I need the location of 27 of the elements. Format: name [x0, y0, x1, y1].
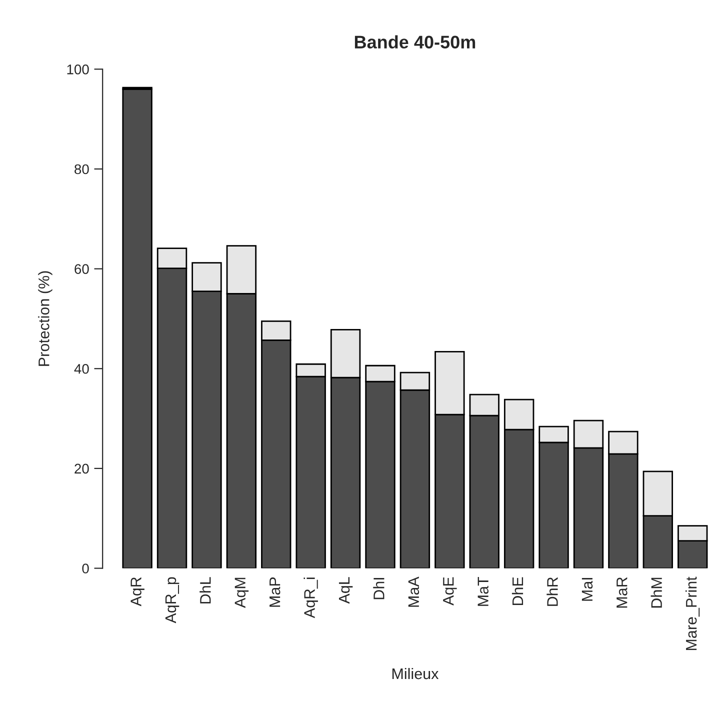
- x-tick-label: MaA: [408, 576, 420, 607]
- x-tick-label: DhE: [512, 577, 524, 606]
- y-tick-label: 100: [67, 64, 89, 74]
- x-tick-label: MaT: [478, 576, 488, 606]
- y-axis-title: Protection (%): [38, 271, 52, 366]
- x-tick-label: DhL: [200, 577, 211, 604]
- y-tick-label: 80: [74, 164, 89, 174]
- bar: [122, 88, 152, 568]
- x-tick-label: AqM: [234, 578, 249, 608]
- x-tick-label: MaP: [270, 577, 280, 607]
- x-tick-label: DhI: [373, 578, 384, 600]
- chart-title: Bande 40-50m: [354, 35, 476, 49]
- y-tick-label: 60: [74, 264, 89, 274]
- y-tick-label: 20: [74, 464, 89, 474]
- x-tick-label: AqR_i: [304, 578, 318, 618]
- x-tick-label: DhM: [650, 578, 662, 608]
- x-tick-label: AqE: [443, 577, 457, 606]
- y-tick-label: 0: [82, 564, 89, 574]
- x-tick-label: Mare_Print: [685, 576, 700, 650]
- x-tick-label: AqR: [130, 577, 144, 606]
- x-tick-label: MaI: [582, 578, 593, 601]
- x-tick-label: AqR_p: [165, 577, 180, 624]
- y-tick-label: 40: [74, 364, 89, 374]
- x-axis-title: Milieux: [392, 668, 439, 680]
- x-tick-label: MaR: [616, 577, 628, 608]
- x-tick-label: AqL: [338, 577, 353, 604]
- x-tick-label: DhR: [546, 577, 558, 606]
